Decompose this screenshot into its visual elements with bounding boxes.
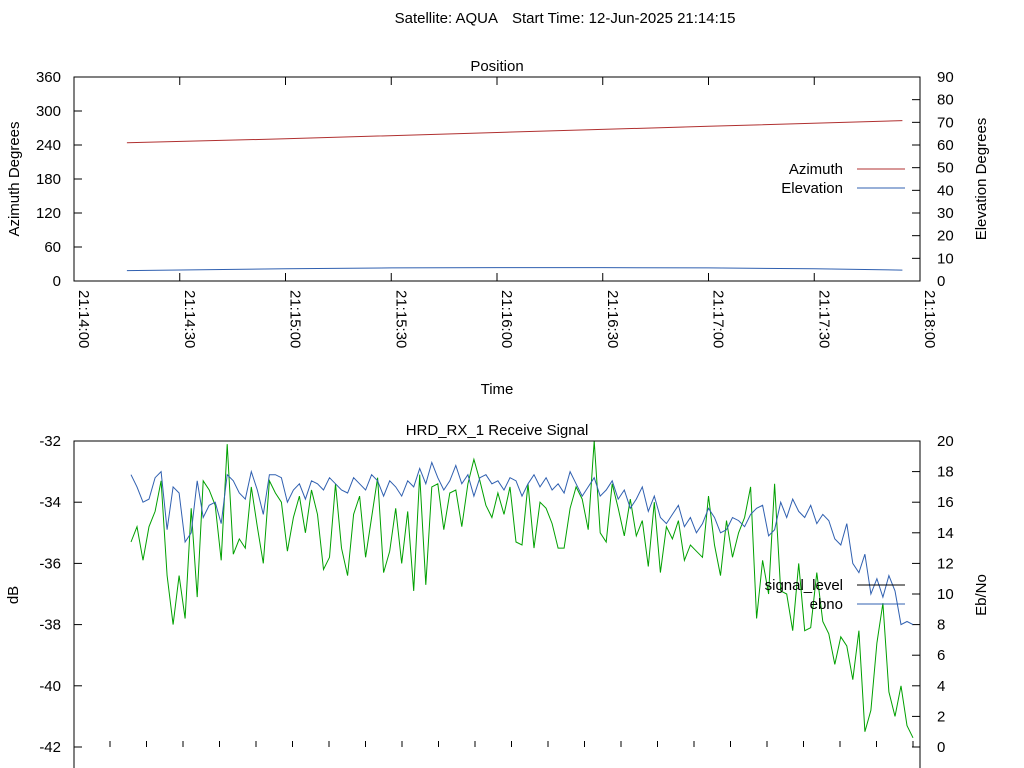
position-y2-tick-label: 20 xyxy=(937,228,954,245)
signal-y2-tick-label: 16 xyxy=(937,494,954,511)
signal-y2-tick-label: 8 xyxy=(937,617,945,634)
position-y-tick-label: 180 xyxy=(36,171,61,188)
position-y2-tick-label: 30 xyxy=(937,205,954,222)
position-x-axis-label: Time xyxy=(481,381,514,398)
signal-y-axis-label: dB xyxy=(5,586,22,604)
position-y-tick-label: 120 xyxy=(36,205,61,222)
position-y-tick-label: 60 xyxy=(44,239,61,256)
position-y2-tick-label: 40 xyxy=(937,182,954,199)
figure-header-start-time: Start Time: 12-Jun-2025 21:14:15 xyxy=(512,10,735,27)
position-x-tick-label: 21:15:30 xyxy=(392,290,409,348)
position-y-tick-label: 0 xyxy=(53,273,61,290)
signal-series-line-signal-level xyxy=(130,440,914,739)
position-plot-frame xyxy=(73,76,921,282)
position-x-tick-label: 21:17:00 xyxy=(710,290,727,348)
position-y-tick-label: 240 xyxy=(36,137,61,154)
position-y2-tick-label: 60 xyxy=(937,137,954,154)
position-x-tick-label: 21:14:30 xyxy=(181,290,198,348)
signal-series xyxy=(130,440,914,739)
signal-y2-tick-label: 2 xyxy=(937,708,945,725)
position-series-line-elevation xyxy=(126,267,903,272)
signal-y2-tick-label: 18 xyxy=(937,464,954,481)
position-y-tick-label: 360 xyxy=(36,69,61,86)
position-y2-tick-label: 70 xyxy=(937,114,954,131)
position-x-tick-label: 21:15:00 xyxy=(287,290,304,348)
position-legend: Azimuth Elevation xyxy=(781,161,905,197)
position-y2-tick-label: 50 xyxy=(937,160,954,177)
signal-chart-title: HRD_RX_1 Receive Signal xyxy=(406,422,589,439)
position-series-line-azimuth xyxy=(126,120,903,144)
position-legend-label: Elevation xyxy=(781,180,843,197)
signal-y2-tick-label: 4 xyxy=(937,678,945,695)
signal-y2-tick-label: 0 xyxy=(937,739,945,756)
position-series xyxy=(126,120,903,272)
signal-y2-tick-label: 12 xyxy=(937,555,954,572)
signal-axis-ticks: -42 -40 -38 -36 -34 -32 0 2 4 6 8 10 12 14 16 18 20 xyxy=(39,433,953,756)
signal-y-tick-label: -34 xyxy=(39,494,61,511)
position-y-axis-label: Azimuth Degrees xyxy=(6,121,23,236)
signal-y-tick-label: -42 xyxy=(39,739,61,756)
signal-plot-frame xyxy=(73,440,921,768)
position-chart-title: Position xyxy=(470,58,523,75)
signal-y2-axis-label: Eb/No xyxy=(973,574,990,616)
signal-y-tick-label: -40 xyxy=(39,678,61,695)
signal-y-tick-label: -32 xyxy=(39,433,61,450)
position-y-tick-label: 300 xyxy=(36,103,61,120)
position-x-tick-label: 21:14:00 xyxy=(75,290,92,348)
position-y2-tick-label: 80 xyxy=(937,92,954,109)
position-x-tick-label: 21:18:00 xyxy=(921,290,938,348)
position-x-tick-label: 21:16:30 xyxy=(604,290,621,348)
figure-header-satellite: Satellite: AQUA xyxy=(395,10,498,27)
position-x-tick-label: 21:16:00 xyxy=(498,290,515,348)
signal-series-line-ebno xyxy=(130,460,914,626)
signal-y-tick-label: -38 xyxy=(39,617,61,634)
position-y2-tick-label: 10 xyxy=(937,250,954,267)
position-y2-tick-label: 90 xyxy=(937,69,954,86)
signal-y2-tick-label: 14 xyxy=(937,525,954,542)
signal-y2-tick-label: 10 xyxy=(937,586,954,603)
position-y2-tick-label: 0 xyxy=(937,273,945,290)
position-y2-axis-label: Elevation Degrees xyxy=(973,118,990,241)
signal-legend-label: ebno xyxy=(810,596,843,613)
position-chart: Position Azimuth Degrees Elevation Degre… xyxy=(6,58,990,398)
signal-y2-tick-label: 20 xyxy=(937,433,954,450)
position-axis-ticks: 0 60 120 180 240 300 360 0 10 20 30 40 50 60 70 80 90 21:… xyxy=(36,69,954,348)
signal-y2-tick-label: 6 xyxy=(937,647,945,664)
signal-legend-label: signal_level xyxy=(765,577,843,594)
signal-chart: HRD_RX_1 Receive Signal dB Eb/No -42-40-… xyxy=(5,422,990,768)
position-legend-label: Azimuth xyxy=(789,161,843,178)
position-x-tick-label: 21:17:30 xyxy=(815,290,832,348)
signal-y-tick-label: -36 xyxy=(39,555,61,572)
